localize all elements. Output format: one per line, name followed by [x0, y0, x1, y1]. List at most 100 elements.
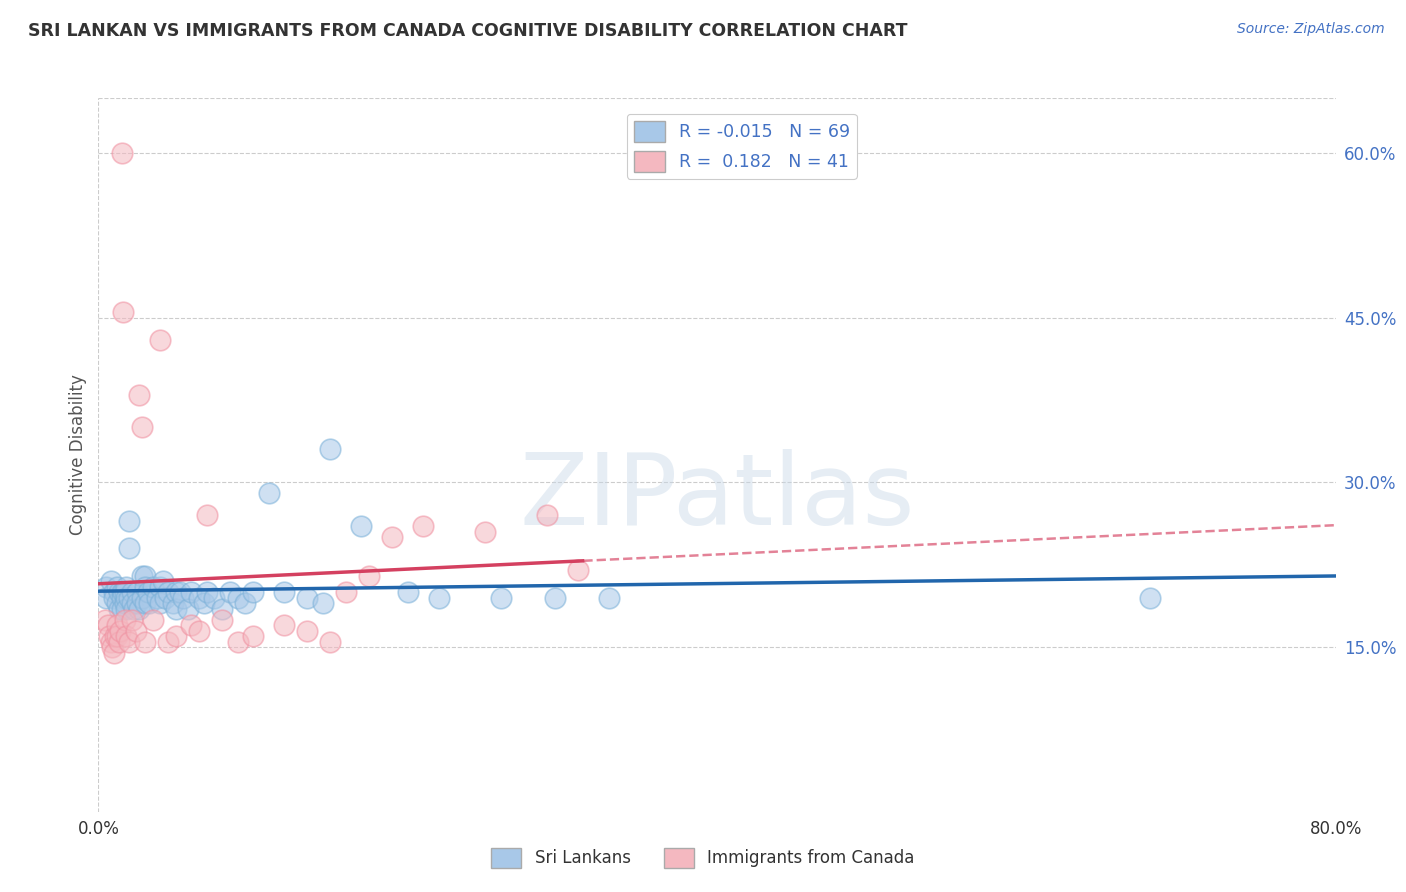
- Point: [127, 585, 149, 599]
- Point: [297, 624, 319, 638]
- Point: [108, 624, 131, 638]
- Point: [567, 563, 589, 577]
- Point: [131, 591, 153, 605]
- Point: [153, 591, 176, 605]
- Point: [111, 591, 134, 605]
- Point: [149, 333, 172, 347]
- Point: [103, 646, 125, 660]
- Point: [195, 585, 218, 599]
- Point: [162, 596, 184, 610]
- Point: [136, 585, 159, 599]
- Point: [1139, 591, 1161, 605]
- Point: [157, 634, 180, 648]
- Point: [204, 591, 226, 605]
- Point: [242, 629, 264, 643]
- Point: [115, 601, 138, 615]
- Point: [97, 618, 120, 632]
- Point: [412, 519, 434, 533]
- Point: [165, 601, 187, 615]
- Point: [242, 585, 264, 599]
- Point: [103, 585, 125, 599]
- Point: [131, 568, 153, 582]
- Point: [128, 601, 150, 615]
- Point: [157, 585, 180, 599]
- Point: [134, 568, 156, 582]
- Point: [112, 305, 135, 319]
- Point: [543, 591, 565, 605]
- Point: [536, 508, 558, 523]
- Point: [152, 574, 174, 589]
- Point: [118, 514, 141, 528]
- Point: [107, 585, 129, 599]
- Point: [489, 591, 512, 605]
- Point: [124, 624, 146, 638]
- Point: [427, 591, 450, 605]
- Point: [134, 596, 156, 610]
- Point: [195, 508, 218, 523]
- Point: [118, 634, 141, 648]
- Point: [98, 629, 121, 643]
- Point: [105, 596, 128, 610]
- Point: [357, 568, 380, 582]
- Point: [149, 580, 172, 594]
- Point: [319, 634, 342, 648]
- Point: [149, 596, 172, 610]
- Point: [100, 634, 122, 648]
- Point: [96, 591, 118, 605]
- Legend: Sri Lankans, Immigrants from Canada: Sri Lankans, Immigrants from Canada: [485, 841, 921, 875]
- Point: [121, 613, 143, 627]
- Point: [142, 613, 165, 627]
- Point: [118, 541, 141, 556]
- Point: [169, 585, 191, 599]
- Point: [111, 585, 134, 599]
- Point: [165, 585, 187, 599]
- Point: [118, 591, 141, 605]
- Point: [134, 634, 156, 648]
- Point: [335, 585, 357, 599]
- Point: [100, 574, 122, 589]
- Point: [273, 585, 295, 599]
- Point: [114, 596, 136, 610]
- Point: [127, 596, 149, 610]
- Text: ZIPatlas: ZIPatlas: [519, 450, 915, 546]
- Point: [173, 591, 195, 605]
- Point: [235, 596, 257, 610]
- Point: [165, 629, 187, 643]
- Point: [188, 624, 211, 638]
- Point: [107, 601, 129, 615]
- Point: [101, 640, 124, 654]
- Point: [131, 420, 153, 434]
- Point: [96, 580, 118, 594]
- Point: [211, 601, 233, 615]
- Point: [112, 585, 135, 599]
- Point: [122, 601, 145, 615]
- Point: [114, 585, 136, 599]
- Point: [115, 580, 138, 594]
- Point: [312, 596, 335, 610]
- Point: [107, 634, 129, 648]
- Point: [598, 591, 620, 605]
- Point: [93, 613, 115, 627]
- Point: [103, 591, 125, 605]
- Point: [105, 618, 128, 632]
- Point: [297, 591, 319, 605]
- Y-axis label: Cognitive Disability: Cognitive Disability: [69, 375, 87, 535]
- Point: [121, 585, 143, 599]
- Point: [350, 519, 373, 533]
- Point: [180, 585, 202, 599]
- Point: [180, 618, 202, 632]
- Point: [211, 613, 233, 627]
- Point: [105, 580, 128, 594]
- Point: [226, 634, 249, 648]
- Point: [121, 596, 143, 610]
- Point: [115, 591, 138, 605]
- Point: [104, 629, 127, 643]
- Point: [114, 613, 136, 627]
- Point: [111, 146, 134, 161]
- Point: [134, 580, 156, 594]
- Text: Source: ZipAtlas.com: Source: ZipAtlas.com: [1237, 22, 1385, 37]
- Point: [115, 629, 138, 643]
- Point: [474, 524, 496, 539]
- Point: [128, 387, 150, 401]
- Point: [226, 591, 249, 605]
